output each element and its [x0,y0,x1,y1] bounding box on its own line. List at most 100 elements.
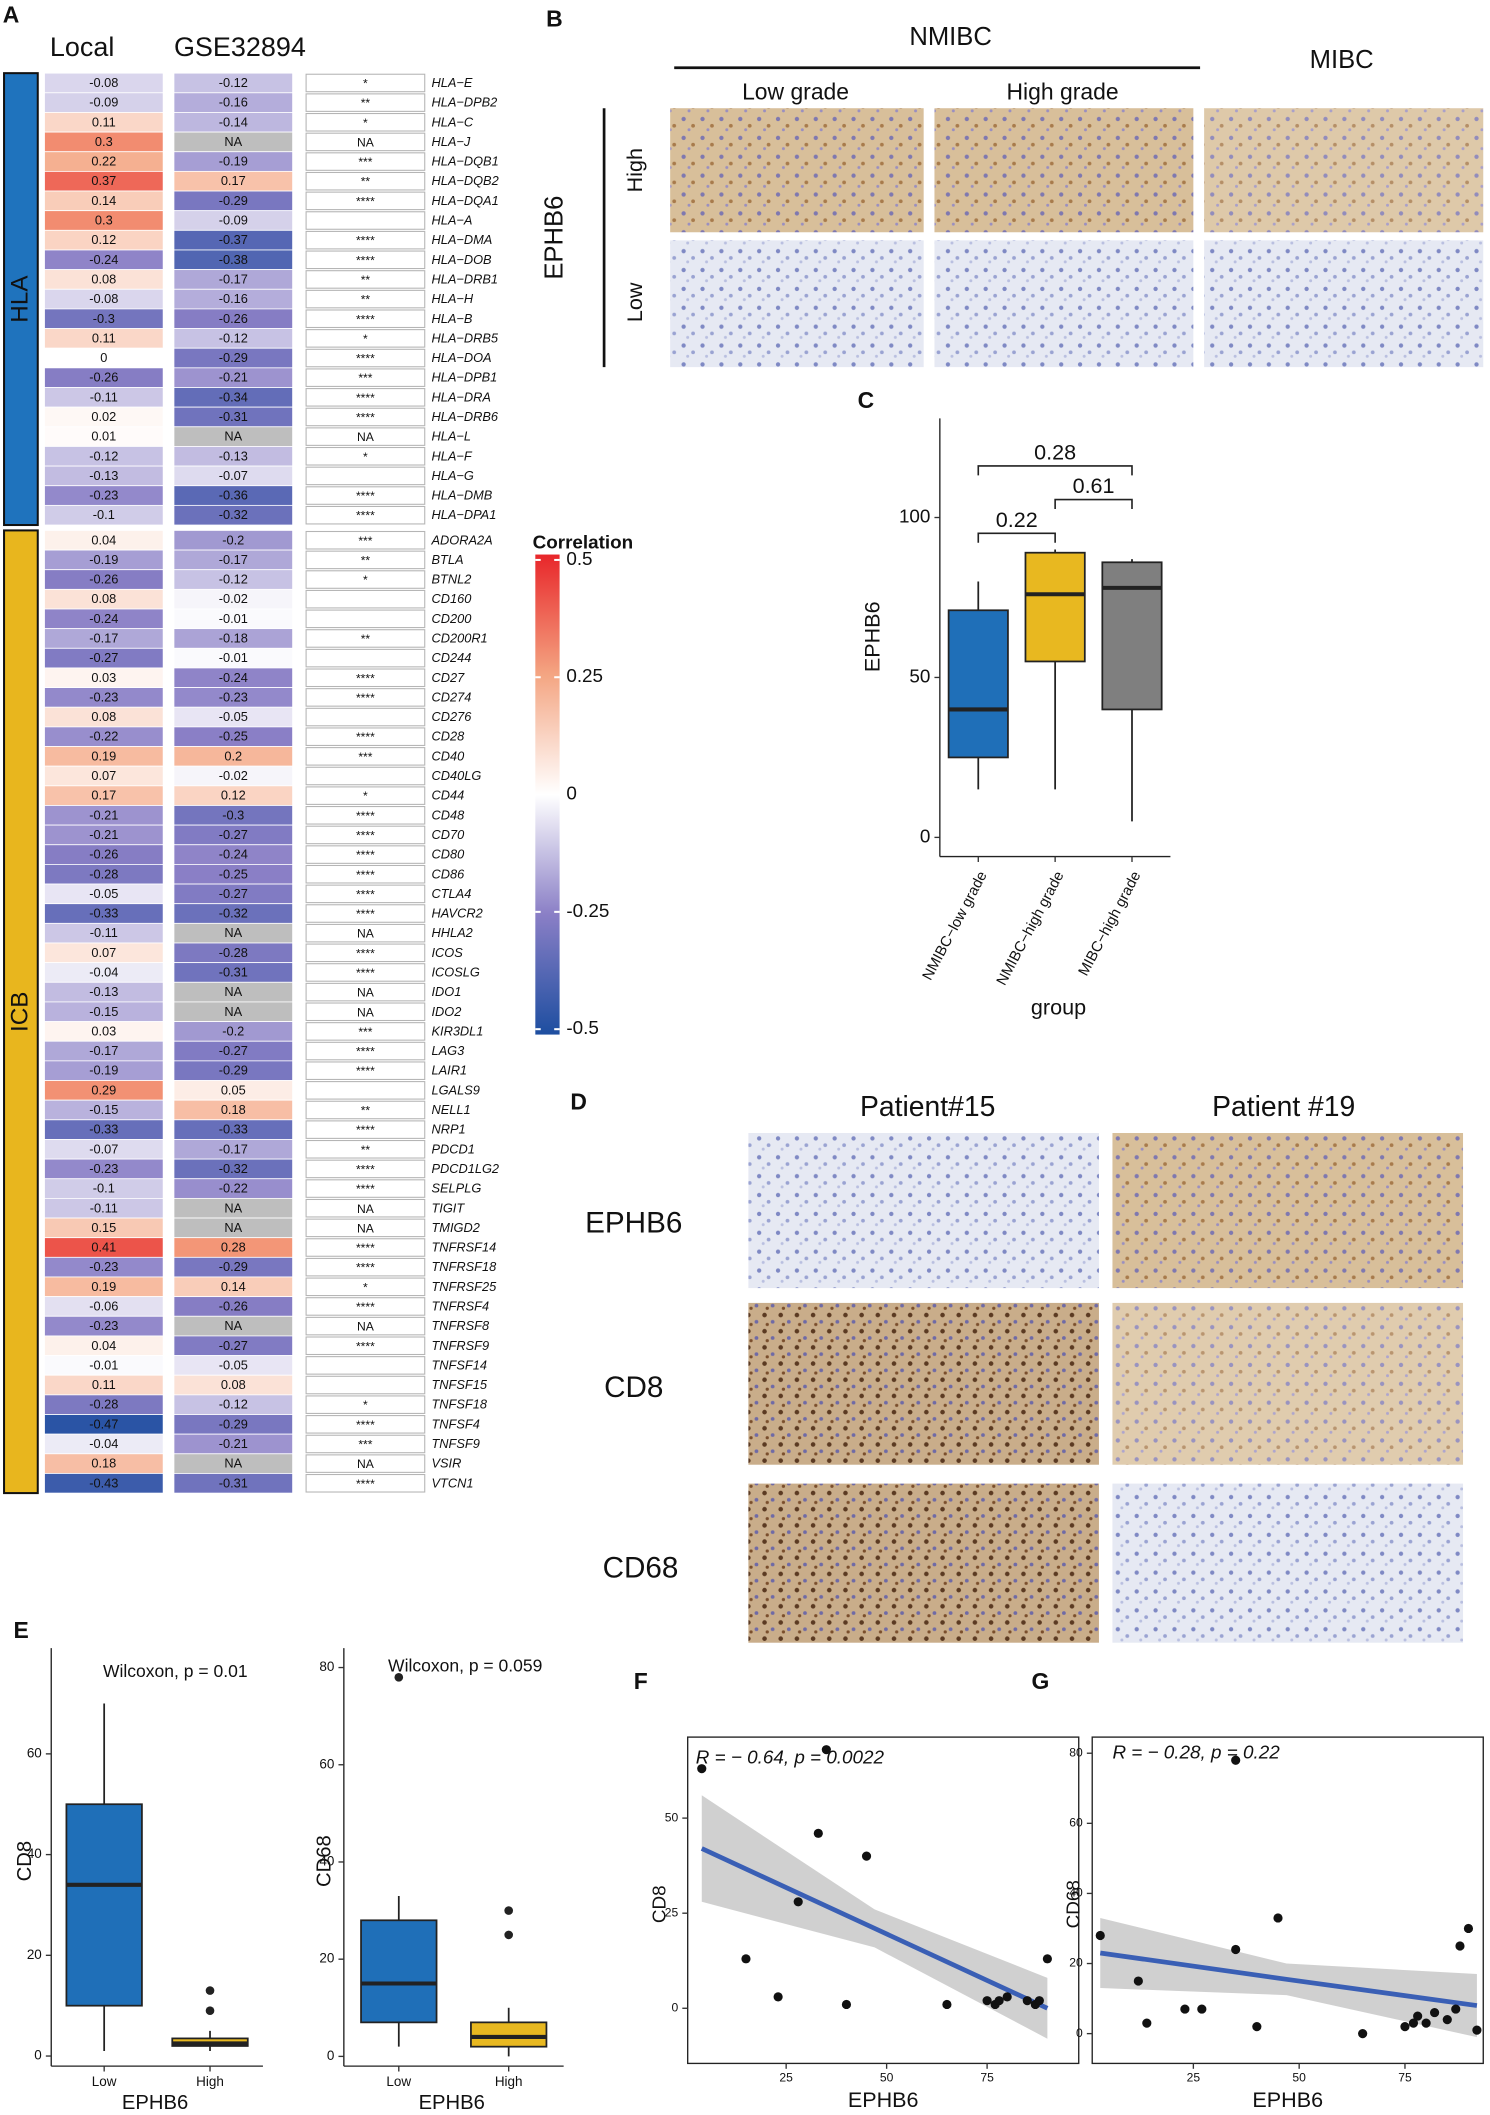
cell-label: -0.21 [219,370,248,385]
cell-label: -0.04 [89,965,118,980]
signif-label: ** [361,1143,371,1157]
gene-label: TIGIT [431,1200,465,1215]
cell-label: -0.29 [219,1063,248,1078]
cell-label: -0.25 [219,866,248,881]
cell-label: NA [224,134,242,149]
x-tick-label: 75 [1398,2070,1412,2084]
cell-label: -0.21 [89,807,118,822]
signif-label: NA [357,1005,375,1019]
cell-label: 0.3 [95,213,113,228]
signif-cell [305,230,426,250]
cell-label: -0.02 [219,591,248,606]
colorbar-label: -0.5 [566,1017,599,1038]
heatmap-cell [44,504,164,526]
signif-cell [305,329,426,348]
signif-cell [305,152,426,171]
gene-label: NRP1 [431,1122,465,1137]
y-tick-label: 80 [1069,1745,1083,1759]
outlier [504,1906,514,1915]
gene-label: VSIR [431,1456,461,1471]
signif-cell [305,629,426,648]
cell-label: 0.22 [91,154,116,169]
cell-label: -0.16 [219,95,248,110]
gene-label: HLA−F [431,448,472,463]
cell-label: -0.26 [219,1299,248,1314]
signif-label: **** [356,1261,375,1275]
cell-label: 0.04 [91,1338,116,1353]
panel-label: F [634,1668,648,1694]
point [1133,1976,1143,1986]
cell-label: -0.05 [219,709,248,724]
signif-cell [305,806,426,825]
signif-label: **** [356,352,375,366]
y-tick-label: 60 [1069,1816,1083,1830]
gene-label: HLA−DRB6 [431,409,498,424]
cell-label: -0.04 [89,1436,118,1451]
signif-cell [305,1061,426,1080]
point [1358,2029,1368,2039]
box [470,2021,548,2048]
signif-cell [305,309,426,329]
cell-label: NA [224,1004,242,1019]
cell-label: -0.19 [89,1063,118,1078]
y-tick-label: 40 [27,1846,42,1861]
cell-label: -0.23 [89,1259,118,1274]
column-header: GSE32894 [174,32,306,62]
grade-label: High grade [1007,78,1119,104]
signif-cell [305,904,426,923]
gene-label: CD48 [431,807,465,822]
patient-label: Patient #19 [1212,1090,1355,1122]
cell-label: -0.31 [219,409,248,424]
gene-label: CD70 [431,827,465,842]
ihc-image [670,108,924,233]
cell-label: 0.08 [91,271,116,286]
x-tick-label: 25 [1187,2070,1201,2084]
cell-label: -0.23 [89,1161,118,1176]
annotation: Wilcoxon, p = 0.059 [388,1656,542,1676]
signif-cell [305,727,426,746]
gene-label: TNFRSF9 [431,1338,489,1353]
signif-label: NA [357,986,375,1000]
cell-label: -0.23 [219,689,248,704]
cell-label: 0 [100,350,107,365]
gene-label: HLA−H [431,291,473,306]
cell-label: 0.3 [95,134,113,149]
colorbar-label: 0.5 [566,548,592,569]
signif-label: ** [361,1104,371,1118]
cell-label: -0.12 [219,572,248,587]
panel-label: E [13,1617,28,1643]
gene-label: HLA−DOB [431,252,492,267]
gene-label: HLA−B [431,311,472,326]
gene-label: PDCD1 [431,1141,474,1156]
ihc-image [1112,1133,1464,1289]
cell-label: -0.12 [219,330,248,345]
signif-label: *** [358,1025,372,1039]
cell-label: -0.24 [89,252,118,267]
y-tick-label: 100 [899,505,930,526]
cell-label: 0.17 [221,173,246,188]
signif-label: **** [356,1045,375,1059]
signif-cell [305,388,426,407]
gene-label: HLA−DRB5 [431,330,498,345]
plot-frame [1091,1736,1484,2065]
x-tick-label: High [196,2074,224,2089]
signif-cell [305,1002,426,1022]
cell-label: 0.11 [92,1377,116,1392]
signif-label: * [363,1280,368,1294]
cell-label: 0.18 [221,1102,246,1117]
outlier [504,1930,514,1940]
point [1455,1941,1465,1951]
y-tick-label: 20 [1069,1956,1083,1970]
y-tick-label: 0 [920,825,931,846]
cell-label: -0.05 [219,1357,248,1372]
cell-label: 0.08 [91,709,116,724]
gene-label: TMIGD2 [431,1220,479,1235]
group-bar [3,529,39,1495]
signif-label: ** [361,293,371,307]
signif-cell [305,747,426,766]
panel-label: C [858,387,875,413]
gene-label: HLA−DQB1 [431,154,498,169]
signif-label: NA [357,1202,375,1216]
point [813,1828,823,1838]
patient-label: Patient#15 [860,1090,995,1122]
